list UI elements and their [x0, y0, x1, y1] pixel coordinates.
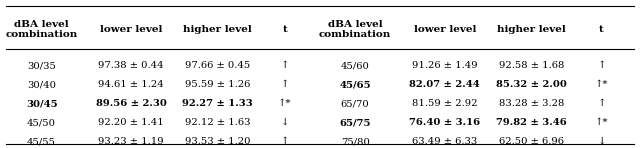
- Text: 76.40 ± 3.16: 76.40 ± 3.16: [409, 118, 481, 127]
- Text: ↓: ↓: [597, 137, 606, 146]
- Text: 65/75: 65/75: [339, 118, 371, 127]
- Text: 92.20 ± 1.41: 92.20 ± 1.41: [99, 118, 164, 127]
- Text: ↑: ↑: [280, 80, 289, 89]
- Text: 92.27 ± 1.33: 92.27 ± 1.33: [182, 99, 253, 108]
- Text: 85.32 ± 2.00: 85.32 ± 2.00: [496, 80, 566, 89]
- Text: 91.26 ± 1.49: 91.26 ± 1.49: [412, 61, 477, 70]
- Text: 97.66 ± 0.45: 97.66 ± 0.45: [185, 61, 250, 70]
- Text: 89.56 ± 2.30: 89.56 ± 2.30: [96, 99, 166, 108]
- Text: ↑: ↑: [597, 61, 606, 70]
- Text: 65/70: 65/70: [341, 99, 369, 108]
- Text: 83.28 ± 3.28: 83.28 ± 3.28: [499, 99, 564, 108]
- Text: ↑: ↑: [280, 137, 289, 146]
- Text: lower level: lower level: [413, 25, 476, 34]
- Text: 92.58 ± 1.68: 92.58 ± 1.68: [499, 61, 564, 70]
- Text: 62.50 ± 6.96: 62.50 ± 6.96: [499, 137, 564, 146]
- Text: 45/60: 45/60: [340, 61, 370, 70]
- Text: 30/35: 30/35: [27, 61, 56, 70]
- Text: dBA level
combination: dBA level combination: [319, 20, 391, 39]
- Text: 75/80: 75/80: [340, 137, 370, 146]
- Text: t: t: [282, 25, 287, 34]
- Text: 45/50: 45/50: [27, 118, 56, 127]
- Text: 79.82 ± 3.46: 79.82 ± 3.46: [496, 118, 566, 127]
- Text: 94.61 ± 1.24: 94.61 ± 1.24: [99, 80, 164, 89]
- Text: 30/40: 30/40: [27, 80, 56, 89]
- Text: lower level: lower level: [100, 25, 163, 34]
- Text: 30/45: 30/45: [26, 99, 58, 108]
- Text: dBA level
combination: dBA level combination: [6, 20, 77, 39]
- Text: higher level: higher level: [497, 25, 566, 34]
- Text: ↑*: ↑*: [595, 118, 609, 127]
- Text: 63.49 ± 6.33: 63.49 ± 6.33: [412, 137, 477, 146]
- Text: 92.12 ± 1.63: 92.12 ± 1.63: [185, 118, 250, 127]
- Text: 81.59 ± 2.92: 81.59 ± 2.92: [412, 99, 477, 108]
- Text: 93.53 ± 1.20: 93.53 ± 1.20: [185, 137, 250, 146]
- Text: ↓: ↓: [280, 118, 289, 127]
- Text: t: t: [599, 25, 604, 34]
- Text: 45/55: 45/55: [27, 137, 56, 146]
- Text: 45/65: 45/65: [339, 80, 371, 89]
- Text: 93.23 ± 1.19: 93.23 ± 1.19: [99, 137, 164, 146]
- Text: 97.38 ± 0.44: 97.38 ± 0.44: [99, 61, 164, 70]
- Text: ↑: ↑: [597, 99, 606, 108]
- Text: 95.59 ± 1.26: 95.59 ± 1.26: [185, 80, 250, 89]
- Text: ↑*: ↑*: [595, 80, 609, 89]
- Text: ↑: ↑: [280, 61, 289, 70]
- Text: higher level: higher level: [183, 25, 252, 34]
- Text: ↑*: ↑*: [278, 99, 292, 108]
- Text: 82.07 ± 2.44: 82.07 ± 2.44: [410, 80, 480, 89]
